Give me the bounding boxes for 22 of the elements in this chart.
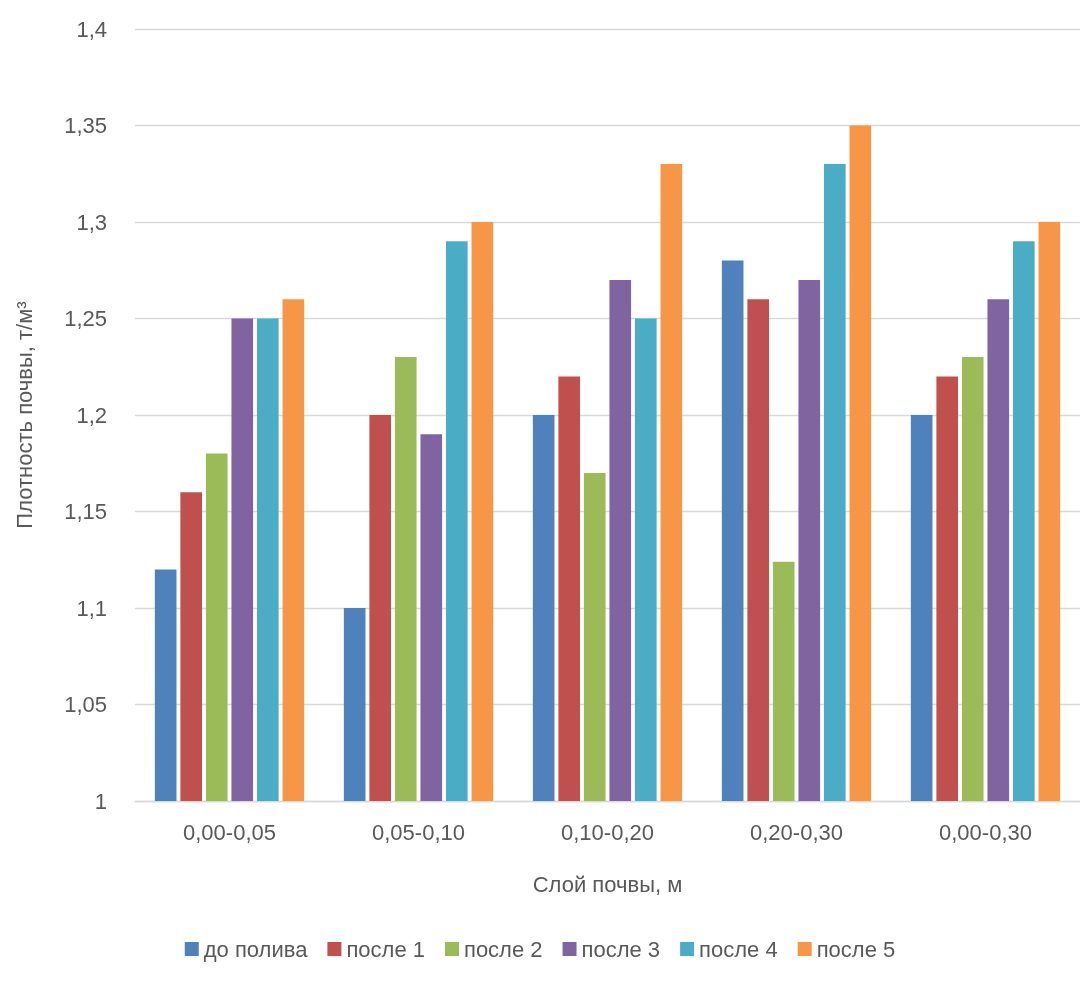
y-tick-label: 1,15 bbox=[64, 499, 107, 524]
y-tick-label: 1,25 bbox=[64, 306, 107, 331]
y-tick-label: 1,35 bbox=[64, 113, 107, 138]
legend-label: после 4 bbox=[699, 936, 778, 962]
y-tick-label: 1,1 bbox=[76, 595, 107, 621]
y-tick-label: 1,05 bbox=[64, 692, 107, 717]
legend-label: после 2 bbox=[463, 936, 543, 962]
legend-label: после 1 bbox=[346, 936, 425, 962]
x-tick-label: 0,10-0,20 bbox=[561, 819, 654, 845]
y-tick-label: 1,4 bbox=[76, 16, 107, 42]
y-tick-label: 1,3 bbox=[76, 209, 107, 235]
x-tick-label: 0,05-0,10 bbox=[372, 819, 465, 845]
y-tick-label: 1,2 bbox=[76, 402, 107, 428]
y-axis-title: Плотность почвы, т/м³ bbox=[11, 301, 37, 529]
x-tick-label: 0,00-0,05 bbox=[183, 819, 276, 845]
legend-label: до полива bbox=[203, 936, 309, 962]
legend-label: после 5 bbox=[816, 936, 896, 962]
legend-label: после 3 bbox=[581, 936, 661, 962]
x-tick-label: 0,00-0,30 bbox=[939, 819, 1032, 845]
x-axis-title: Слой почвы, м bbox=[532, 871, 683, 897]
x-tick-label: 0,20-0,30 bbox=[750, 819, 843, 845]
y-tick-label: 1 bbox=[94, 788, 107, 814]
